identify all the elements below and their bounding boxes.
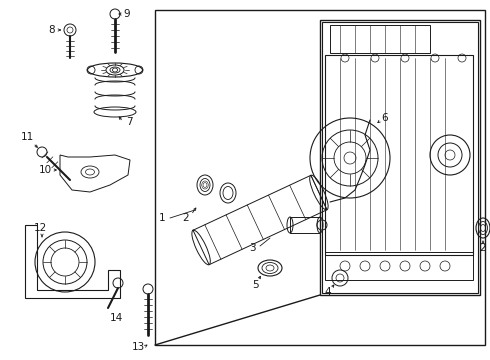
Text: 3: 3 (249, 243, 255, 253)
Text: 1: 1 (159, 213, 165, 223)
Text: 5: 5 (252, 280, 258, 290)
Text: 13: 13 (131, 342, 145, 352)
Bar (330, 25, 430, 53)
Bar (322, 22, 478, 293)
Bar (290, 217, 320, 233)
Bar (320, 20, 480, 295)
Text: 2: 2 (480, 243, 486, 253)
Text: 12: 12 (33, 223, 47, 233)
Text: 8: 8 (49, 25, 55, 35)
Text: 7: 7 (126, 117, 132, 127)
Text: 14: 14 (109, 313, 122, 323)
Text: 6: 6 (382, 113, 388, 123)
Text: 2: 2 (183, 213, 189, 223)
Bar (325, 55, 473, 255)
Bar (325, 252, 473, 280)
Text: 4: 4 (325, 287, 331, 297)
Text: 9: 9 (123, 9, 130, 19)
Text: 11: 11 (21, 132, 34, 142)
Text: 10: 10 (38, 165, 51, 175)
Bar (155, 10, 485, 345)
